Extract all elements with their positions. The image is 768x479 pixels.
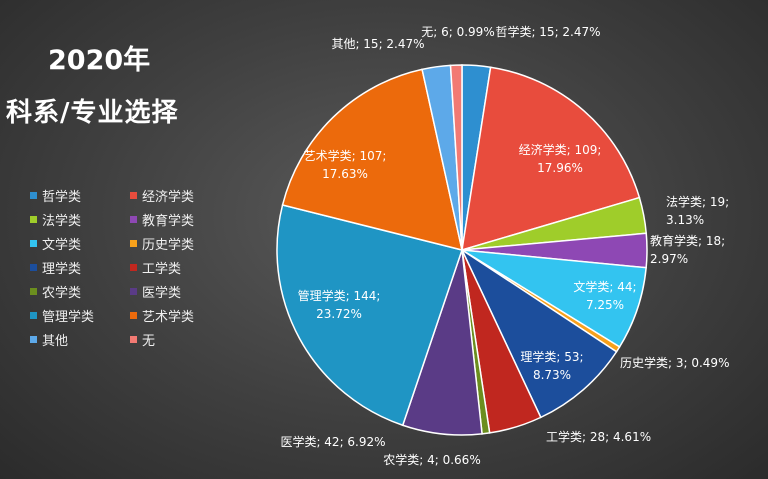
legend-label: 艺术学类: [142, 310, 195, 325]
legend-item: 历史学类: [130, 234, 194, 253]
legend-item: 其他: [30, 330, 68, 349]
legend-label: 管理学类: [42, 310, 95, 325]
chart-title-line-2: 科系/专业选择: [6, 98, 179, 128]
data-label-line: 3.13%: [666, 213, 704, 227]
data-label: 理学类; 53; 8.73%: [520, 349, 583, 382]
legend-label: 历史学类: [142, 238, 195, 253]
data-label: 管理学类; 144; 23.72%: [298, 288, 381, 321]
legend-swatch: [30, 264, 37, 271]
pie-slice: [461, 66, 641, 252]
legend-label: 哲学类: [42, 190, 82, 205]
legend-swatch: [130, 288, 137, 295]
legend-swatch: [130, 216, 137, 223]
data-label-line: 文学类; 44;: [573, 279, 636, 294]
data-label-line: 其他; 15; 2.47%: [331, 37, 424, 51]
data-label: 文学类; 44; 7.25%: [573, 279, 636, 312]
legend-item: 理学类: [30, 258, 81, 277]
legend-item: 哲学类: [30, 186, 81, 205]
legend-item: 教育学类: [130, 210, 194, 229]
chart-title-line-1: 2020年: [48, 45, 151, 76]
legend-swatch: [130, 264, 137, 271]
legend-swatch: [30, 312, 37, 319]
pie-slice: [449, 64, 463, 251]
pie-slice: [460, 247, 618, 419]
legend-item: 工学类: [130, 258, 181, 277]
legend-label: 农学类: [42, 286, 82, 301]
data-label-line: 17.63%: [322, 167, 368, 181]
data-label-line: 无; 6; 0.99%: [421, 25, 494, 39]
pie-slice: [281, 68, 463, 252]
legend-item: 无: [130, 330, 155, 349]
legend-label: 无: [142, 334, 156, 349]
legend-swatch: [130, 192, 137, 199]
data-label-line: 2.97%: [650, 252, 688, 266]
data-label: 法学类; 19; 3.13%: [666, 194, 729, 227]
legend-swatch: [30, 216, 37, 223]
legend-swatch: [130, 312, 137, 319]
legend-item: 经济学类: [130, 186, 194, 205]
data-label-line: 哲学类; 15; 2.47%: [495, 24, 600, 39]
legend-item: 法学类: [30, 210, 81, 229]
data-label: 农学类; 4; 0.66%: [383, 452, 480, 467]
data-label-line: 17.96%: [537, 161, 583, 175]
data-label-line: 7.25%: [586, 298, 624, 312]
data-label-line: 23.72%: [316, 307, 362, 321]
legend-label: 理学类: [42, 262, 82, 277]
legend-label: 文学类: [42, 238, 82, 253]
legend-label: 工学类: [142, 262, 182, 277]
data-label-line: 农学类; 4; 0.66%: [383, 452, 480, 467]
data-label-line: 经济学类; 109;: [519, 142, 602, 157]
legend-swatch: [130, 336, 137, 343]
data-label: 其他; 15; 2.47%: [331, 37, 424, 51]
legend-item: 文学类: [30, 234, 81, 253]
data-label-line: 理学类; 53;: [520, 349, 583, 364]
legend-swatch: [130, 240, 137, 247]
data-label-line: 教育学类; 18;: [650, 233, 725, 248]
data-label-line: 艺术学类; 107;: [304, 148, 387, 163]
data-label-line: 工学类; 28; 4.61%: [546, 429, 651, 444]
data-label: 哲学类; 15; 2.47%: [495, 24, 600, 39]
data-label-line: 医学类; 42; 6.92%: [280, 434, 385, 449]
legend-label: 经济学类: [142, 190, 195, 205]
legend-swatch: [30, 192, 37, 199]
pie-slice: [276, 204, 463, 427]
data-label: 教育学类; 18; 2.97%: [650, 233, 725, 266]
data-label: 经济学类; 109; 17.96%: [519, 142, 602, 175]
data-label: 无; 6; 0.99%: [421, 25, 494, 39]
legend-swatch: [30, 288, 37, 295]
legend-label: 法学类: [42, 214, 82, 229]
legend-swatch: [30, 336, 37, 343]
legend-item: 管理学类: [30, 306, 94, 325]
data-label-line: 8.73%: [533, 368, 571, 382]
data-label-line: 历史学类; 3; 0.49%: [620, 355, 729, 370]
legend-label: 医学类: [142, 286, 182, 301]
legend-swatch: [30, 240, 37, 247]
data-label: 工学类; 28; 4.61%: [546, 429, 651, 444]
data-label: 历史学类; 3; 0.49%: [620, 355, 729, 370]
legend-label: 其他: [42, 334, 69, 349]
legend-label: 教育学类: [142, 214, 195, 229]
legend-item: 艺术学类: [130, 306, 194, 325]
data-label-line: 法学类; 19;: [666, 194, 729, 209]
legend-item: 农学类: [30, 282, 81, 301]
data-label: 艺术学类; 107; 17.63%: [304, 148, 387, 181]
data-label: 医学类; 42; 6.92%: [280, 434, 385, 449]
data-label-line: 管理学类; 144;: [298, 288, 381, 303]
legend-item: 医学类: [130, 282, 181, 301]
